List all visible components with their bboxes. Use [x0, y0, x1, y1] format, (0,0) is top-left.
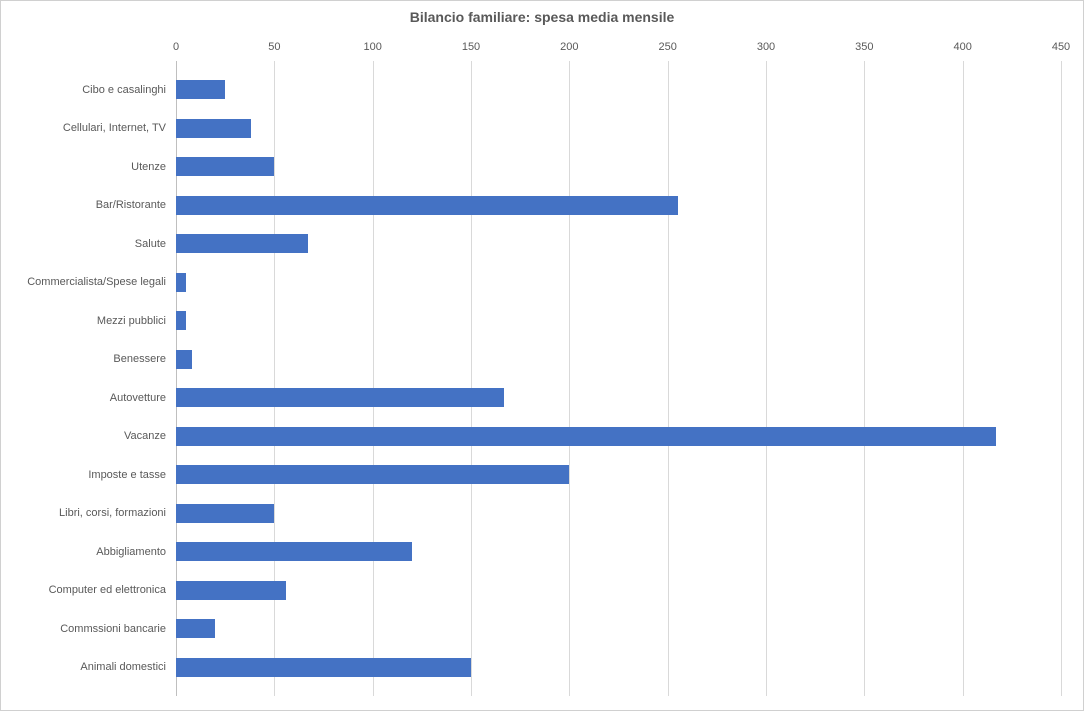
bar [176, 350, 192, 369]
bar [176, 311, 186, 330]
bar-row [176, 273, 1061, 292]
x-tick-label: 400 [953, 41, 971, 53]
y-tick-label: Benessere [6, 353, 166, 365]
y-tick-label: Animali domestici [6, 661, 166, 673]
bar-row [176, 581, 1061, 600]
y-tick-label: Computer ed elettronica [6, 584, 166, 596]
bar-row [176, 619, 1061, 638]
y-tick-label: Utenze [6, 161, 166, 173]
bar [176, 234, 308, 253]
bar-row [176, 465, 1061, 484]
bar-row [176, 196, 1061, 215]
bar [176, 542, 412, 561]
bar-row [176, 157, 1061, 176]
bar [176, 273, 186, 292]
x-tick-label: 0 [173, 41, 179, 53]
chart-title: Bilancio familiare: spesa media mensile [1, 9, 1083, 25]
y-tick-label: Autovetture [6, 392, 166, 404]
bar-row [176, 427, 1061, 446]
bar [176, 658, 471, 677]
bar [176, 388, 504, 407]
y-tick-label: Imposte e tasse [6, 469, 166, 481]
x-tick-label: 350 [855, 41, 873, 53]
x-gridline [1061, 61, 1062, 696]
bar-row [176, 542, 1061, 561]
bar [176, 465, 569, 484]
x-tick-label: 250 [658, 41, 676, 53]
bar-row [176, 311, 1061, 330]
y-tick-label: Salute [6, 238, 166, 250]
bar [176, 119, 251, 138]
x-tick-label: 50 [268, 41, 280, 53]
plot-area: 050100150200250300350400450Cibo e casali… [176, 61, 1061, 696]
bar-row [176, 234, 1061, 253]
bar-row [176, 504, 1061, 523]
x-tick-label: 450 [1052, 41, 1070, 53]
y-tick-label: Cibo e casalinghi [6, 84, 166, 96]
bar-row [176, 119, 1061, 138]
bar [176, 581, 286, 600]
y-tick-label: Abbigliamento [6, 546, 166, 558]
y-tick-label: Commercialista/Spese legali [6, 276, 166, 288]
bar-row [176, 350, 1061, 369]
expense-chart: Bilancio familiare: spesa media mensile … [0, 0, 1084, 711]
y-tick-label: Bar/Ristorante [6, 199, 166, 211]
bar-row [176, 80, 1061, 99]
y-tick-label: Vacanze [6, 430, 166, 442]
x-tick-label: 100 [363, 41, 381, 53]
bar [176, 504, 274, 523]
bar [176, 157, 274, 176]
bar [176, 80, 225, 99]
bar-row [176, 388, 1061, 407]
bar [176, 619, 215, 638]
x-tick-label: 200 [560, 41, 578, 53]
y-tick-label: Libri, corsi, formazioni [6, 507, 166, 519]
y-tick-label: Mezzi pubblici [6, 315, 166, 327]
x-tick-label: 300 [757, 41, 775, 53]
bar-row [176, 658, 1061, 677]
bar [176, 196, 678, 215]
y-tick-label: Commssioni bancarie [6, 623, 166, 635]
bar [176, 427, 996, 446]
x-tick-label: 150 [462, 41, 480, 53]
y-tick-label: Cellulari, Internet, TV [6, 122, 166, 134]
